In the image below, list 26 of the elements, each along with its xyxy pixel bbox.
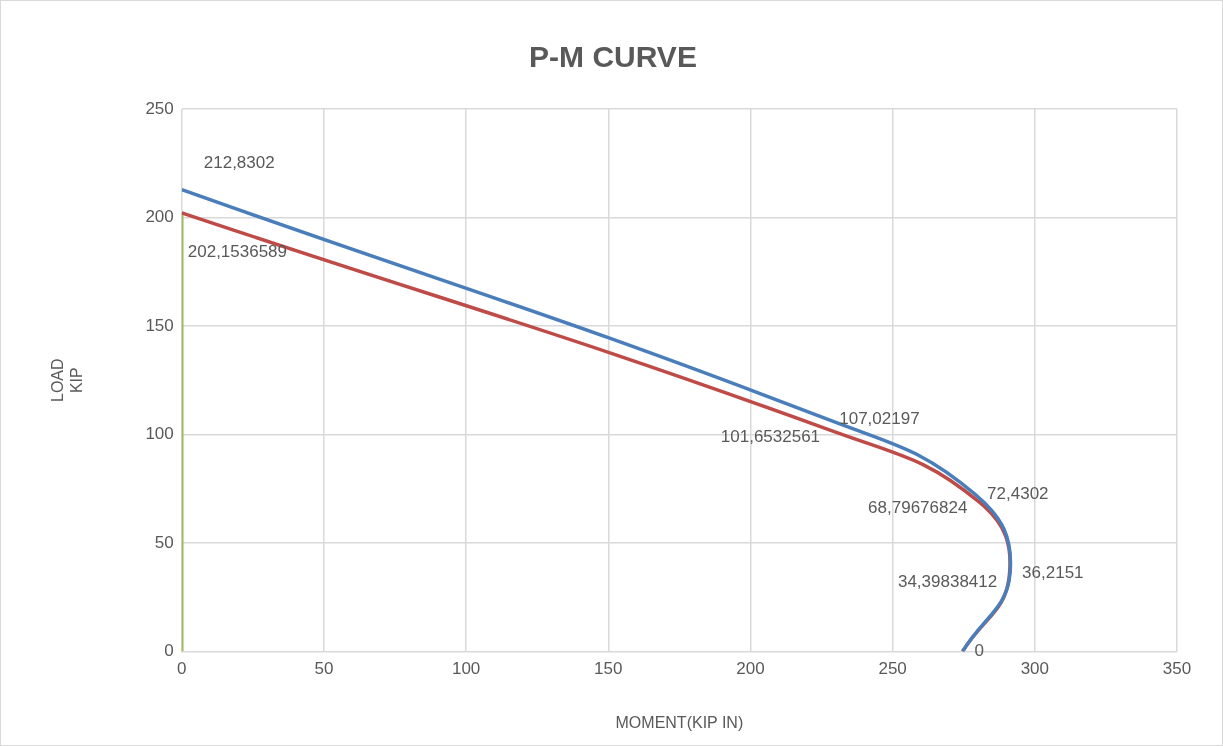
data-label: 107,02197 bbox=[839, 408, 920, 428]
x-tick-label: 350 bbox=[1162, 659, 1192, 679]
data-label: 36,2151 bbox=[1022, 562, 1084, 582]
data-label: 34,39838412 bbox=[897, 572, 998, 592]
chart-title: P-M CURVE bbox=[529, 40, 697, 74]
x-tick-label: 100 bbox=[451, 659, 481, 679]
y-axis-title: LOAD KIP bbox=[49, 358, 86, 402]
x-axis-title: MOMENT(KIP IN) bbox=[615, 713, 744, 731]
data-label: 212,8302 bbox=[203, 153, 275, 173]
data-label: 72,4302 bbox=[987, 483, 1049, 503]
y-tick-label: 150 bbox=[145, 315, 174, 335]
y-tick-label: 0 bbox=[164, 641, 174, 661]
data-label: 101,6532561 bbox=[720, 426, 821, 446]
x-tick-label: 300 bbox=[1020, 659, 1050, 679]
x-tick-label: 150 bbox=[594, 659, 623, 679]
x-tick-label: 50 bbox=[314, 659, 334, 679]
y-tick-label: 50 bbox=[154, 532, 174, 552]
y-tick-label: 250 bbox=[145, 98, 174, 118]
y-tick-label: 100 bbox=[145, 424, 174, 444]
x-tick-label: 0 bbox=[177, 659, 187, 679]
data-label: 202,1536589 bbox=[187, 242, 288, 262]
x-tick-label: 200 bbox=[736, 659, 765, 679]
y-tick-label: 200 bbox=[145, 207, 174, 227]
data-label: 68,79676824 bbox=[868, 497, 968, 517]
x-tick-label: 250 bbox=[878, 659, 907, 679]
data-label: 0 bbox=[974, 641, 985, 661]
